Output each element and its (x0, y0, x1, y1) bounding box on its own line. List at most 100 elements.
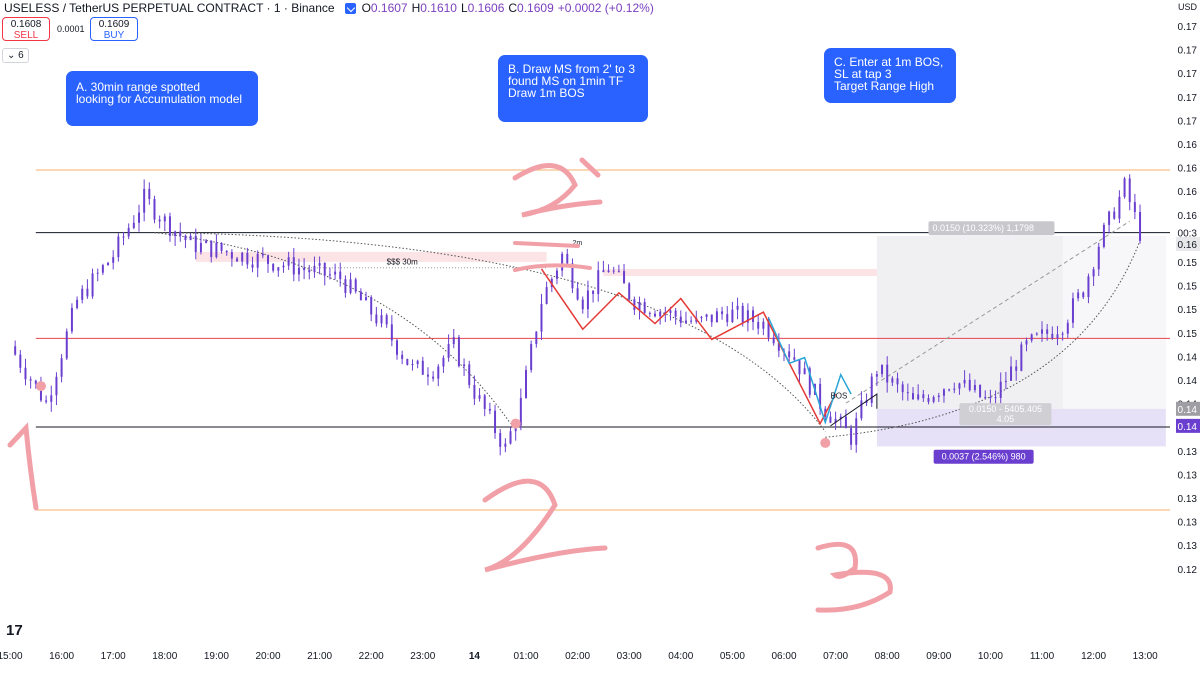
price-tick: 0.15 (1178, 258, 1198, 269)
candle-body (777, 343, 780, 351)
candle-body (179, 231, 182, 236)
note-c[interactable]: C. Enter at 1m BOS, SL at tap 3 Target R… (824, 48, 956, 103)
price-tag[interactable] (1176, 418, 1200, 433)
price-tick: 0.15 (1178, 282, 1198, 293)
candle-body (927, 398, 930, 402)
candle-body (267, 255, 269, 264)
price-tag[interactable] (1176, 236, 1200, 251)
symbol-title[interactable]: USELESS / TetherUS PERPETUAL CONTRACT · … (4, 1, 335, 15)
candle-body (715, 311, 718, 323)
candle-body (772, 337, 775, 344)
candle-body (844, 416, 847, 429)
price-axis[interactable] (1172, 0, 1200, 678)
high-value: 0.1610 (420, 1, 457, 15)
candle-body (963, 379, 966, 384)
bos-line[interactable] (830, 393, 878, 427)
candle-body (215, 242, 218, 258)
candle-body (1035, 333, 1038, 335)
candle-body (979, 384, 982, 397)
target-box[interactable] (928, 221, 1055, 236)
candle-body (638, 302, 641, 310)
candle-body (762, 321, 765, 329)
candle-body (752, 310, 755, 323)
price-tick: 0.17 (1178, 116, 1198, 127)
candle-body (1108, 211, 1111, 225)
price-tick: 0.14 (1178, 376, 1198, 387)
candle-body (282, 265, 285, 268)
time-tick: 07:00 (823, 651, 848, 662)
candle-body (354, 279, 357, 292)
candle-body (96, 272, 99, 274)
handwritten-2 (482, 478, 608, 573)
candle-body (406, 358, 409, 365)
candle-body (1128, 178, 1131, 203)
candle-body (328, 274, 331, 276)
candle-body (323, 262, 326, 276)
candle-body (380, 315, 383, 324)
candle-body (189, 235, 192, 241)
candle-body (499, 433, 502, 447)
sell-button[interactable]: 0.1608 SELL (2, 17, 50, 41)
candle-body (421, 360, 424, 375)
note-a[interactable]: A. 30min range spotted looking for Accum… (66, 71, 258, 126)
stop-box[interactable] (933, 449, 1034, 464)
candle-body (731, 309, 734, 323)
candle-body (478, 395, 481, 399)
time-tick: 01:00 (513, 651, 538, 662)
candle-body (504, 443, 507, 447)
liquidity-zone-2[interactable] (603, 268, 1135, 276)
time-tick: 18:00 (152, 651, 177, 662)
candle-body (39, 383, 42, 401)
candle-body (127, 227, 130, 237)
market-structure-red[interactable] (540, 268, 837, 426)
candle-body (922, 394, 925, 399)
price-tag[interactable] (1176, 401, 1200, 416)
liquidity-zone[interactable] (195, 251, 547, 262)
candle-body (999, 381, 1002, 398)
candle-body (540, 303, 543, 332)
candle-body (530, 344, 533, 371)
time-tick: 08:00 (875, 651, 900, 662)
candle-body (117, 236, 120, 258)
candle-body (839, 416, 842, 419)
entry-box-line1: 0.0150 - 5405.405 (969, 404, 1042, 414)
candle-body (757, 322, 760, 329)
price-tick: 0.17 (1178, 46, 1198, 57)
note-b[interactable]: B. Draw MS from 2' to 3 found MS on 1min… (498, 55, 648, 122)
candle-body (612, 270, 615, 272)
candle-body (287, 257, 290, 266)
candle-body (597, 270, 600, 294)
candle-body (654, 313, 656, 317)
low-value: 0.1606 (467, 1, 505, 15)
candle-body (1020, 344, 1023, 371)
candle-body (230, 252, 233, 259)
price-tick: 0.13 (1178, 447, 1198, 458)
price-tick: 0.16 (1178, 187, 1198, 198)
price-tag-text: 00:3 (1178, 229, 1198, 240)
open-value: 0.1607 (370, 1, 408, 15)
price-tag[interactable] (1176, 225, 1200, 240)
price-tick: 0.13 (1178, 518, 1198, 529)
time-tick: 06:00 (771, 651, 796, 662)
accumulation-curve (825, 240, 1141, 438)
market-structure-cyan[interactable] (767, 317, 852, 425)
candle-body (55, 376, 58, 396)
indicators-toggle[interactable]: ⌄ 6 (2, 48, 29, 63)
time-tick: 05:00 (720, 651, 745, 662)
candle-body (473, 384, 476, 399)
buy-button[interactable]: 0.1609 BUY (90, 17, 138, 41)
candle-body (1010, 366, 1013, 381)
candle-body (912, 393, 914, 400)
eye-toggle-icon[interactable] (344, 2, 356, 14)
candle-body (834, 418, 837, 423)
candle-body (1061, 333, 1064, 335)
handwritten-1 (7, 422, 39, 511)
candle-body (19, 354, 22, 368)
candle-body (721, 311, 724, 315)
candle-body (571, 263, 574, 289)
price-tick: 0.15 (1178, 329, 1198, 340)
entry-box[interactable] (959, 403, 1052, 426)
time-tick: 20:00 (255, 651, 280, 662)
